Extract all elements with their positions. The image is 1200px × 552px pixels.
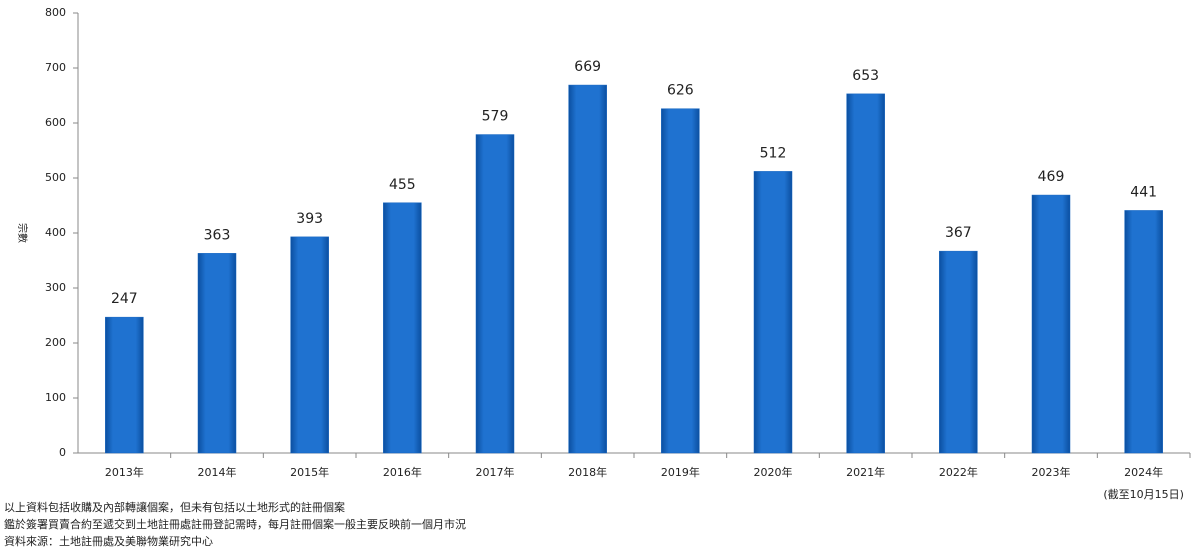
bar: [568, 84, 607, 454]
x-tick-label: 2016年: [383, 465, 422, 479]
value-label: 669: [574, 59, 601, 75]
value-label: 469: [1038, 169, 1065, 185]
value-label: 393: [296, 211, 323, 227]
value-label: 247: [111, 291, 138, 307]
bar: [939, 250, 978, 454]
y-tick-label: 0: [59, 446, 66, 459]
x-tick-label: 2017年: [476, 465, 515, 479]
x-tick-label: 2013年: [105, 465, 144, 479]
y-tick-label: 100: [45, 391, 66, 404]
footnote: 以上資料包括收購及內部轉讓個案，但未有包括以土地形式的註冊個案: [4, 500, 345, 514]
x-tick-label: 2022年: [939, 465, 978, 479]
y-tick-label: 600: [45, 116, 66, 129]
value-label: 455: [389, 177, 416, 193]
bar: [290, 236, 329, 454]
value-label: 363: [204, 227, 231, 243]
x-tick-label: 2024年: [1124, 465, 1163, 479]
x-tick-label: 2020年: [754, 465, 793, 479]
x-tick-label: 2015年: [290, 465, 329, 479]
y-tick-label: 200: [45, 336, 66, 349]
x-tick-label: 2021年: [846, 465, 885, 479]
value-label: 441: [1130, 184, 1157, 200]
bar: [1031, 194, 1071, 454]
bar: [661, 108, 700, 454]
bar: [753, 171, 793, 454]
bar: [475, 134, 515, 454]
x-tick-label: 2018年: [568, 465, 607, 479]
y-tick-label: 300: [45, 281, 66, 294]
value-label: 367: [945, 225, 972, 241]
y-tick-label: 400: [45, 226, 66, 239]
bar: [846, 93, 885, 454]
bar: [105, 316, 144, 454]
footnote: 鑑於簽署買賣合約至遞交到土地註冊處註冊登記需時，每月註冊個案一般主要反映前一個月…: [4, 517, 466, 531]
y-axis-label: 宗數: [16, 223, 29, 243]
y-tick-label: 800: [45, 6, 66, 19]
value-label: 512: [760, 145, 787, 161]
x-tick-label: 2014年: [198, 465, 237, 479]
value-label: 626: [667, 83, 694, 99]
bar: [1124, 210, 1163, 454]
y-tick-label: 700: [45, 61, 66, 74]
x-tick-label: 2019年: [661, 465, 700, 479]
y-tick-label: 500: [45, 171, 66, 184]
value-label: 579: [482, 109, 509, 125]
bar: [383, 202, 422, 454]
bar: [197, 253, 237, 454]
footnote: 資料來源：土地註冊處及美聯物業研究中心: [4, 534, 213, 548]
annotation: (截至10月15日): [1103, 487, 1184, 501]
value-label: 653: [852, 68, 879, 84]
x-tick-label: 2023年: [1032, 465, 1071, 479]
